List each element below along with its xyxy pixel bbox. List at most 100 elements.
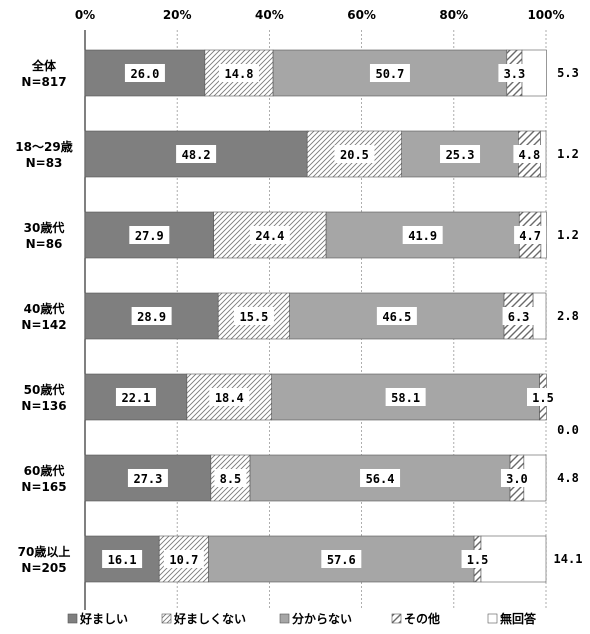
- category-label: 全体: [31, 58, 57, 73]
- category-labels: 全体 N=817 18～29歳 N=83 30歳代 N=86 40歳代 N=142 50歳代 N=…: [15, 58, 72, 575]
- data-label-box: [360, 469, 401, 487]
- data-label-box: [321, 550, 362, 568]
- data-label: 15.5: [240, 310, 269, 324]
- category-label: 50歳代: [24, 382, 65, 397]
- data-label-box: [129, 226, 170, 244]
- data-label-box: [440, 145, 481, 163]
- data-label-box: [102, 550, 143, 568]
- data-label-box: [461, 550, 494, 568]
- data-label-box: [115, 388, 156, 406]
- data-label-box: [334, 145, 375, 163]
- x-tick-label: 0%: [75, 8, 95, 22]
- data-label: 4.8: [519, 148, 541, 162]
- legend-swatch: [161, 613, 172, 624]
- data-label-box: [233, 307, 274, 325]
- data-label: 1.2: [557, 147, 579, 161]
- data-label: 3.3: [504, 67, 526, 81]
- data-label-box: [500, 469, 533, 487]
- category-n-label: N=205: [21, 561, 66, 575]
- data-label: 56.4: [366, 472, 395, 486]
- data-label: 46.5: [382, 310, 411, 324]
- data-label: 20.5: [340, 148, 369, 162]
- data-label-box: [124, 64, 165, 82]
- data-label: 6.3: [508, 310, 530, 324]
- data-label: 8.5: [220, 472, 242, 486]
- data-label: 24.4: [255, 229, 284, 243]
- data-labels: 26.0 14.8 50.7 3.3 5.3 48.2 20.5 25.3 4.8 1.2 27.9…: [102, 64, 582, 568]
- data-label-box: [176, 145, 217, 163]
- data-label: 22.1: [121, 391, 150, 405]
- data-label-box: [218, 64, 259, 82]
- legend-swatch: [67, 613, 78, 624]
- data-label: 28.9: [137, 310, 166, 324]
- data-label: 10.7: [169, 553, 198, 567]
- data-label-box: [502, 307, 535, 325]
- x-tick-label: 80%: [439, 8, 468, 22]
- category-n-label: N=817: [21, 75, 66, 89]
- x-axis-ticks: 0% 20% 40% 60% 80% 100%: [75, 8, 565, 22]
- data-label: 14.1: [554, 552, 583, 566]
- data-label: 1.5: [532, 391, 554, 405]
- data-label: 50.7: [375, 67, 404, 81]
- data-label: 41.9: [408, 229, 437, 243]
- data-label: 1.5: [467, 553, 489, 567]
- data-label-box: [498, 64, 531, 82]
- data-label: 16.1: [108, 553, 137, 567]
- data-label: 14.8: [225, 67, 254, 81]
- data-label: 18.4: [215, 391, 244, 405]
- data-label-box: [131, 307, 172, 325]
- category-n-label: N=165: [21, 480, 66, 494]
- category-n-label: N=136: [21, 399, 66, 413]
- data-label-box: [376, 307, 417, 325]
- data-label: 27.9: [135, 229, 164, 243]
- category-label: 60歳代: [24, 463, 65, 478]
- data-label: 57.6: [327, 553, 356, 567]
- legend-swatch: [391, 613, 402, 624]
- legend-label: 分からない: [292, 611, 352, 626]
- bars: [84, 49, 547, 583]
- data-label-box: [527, 388, 560, 406]
- data-label: 1.2: [557, 228, 579, 242]
- data-label: 26.0: [130, 67, 159, 81]
- data-label: 58.1: [391, 391, 420, 405]
- data-label-box: [402, 226, 443, 244]
- category-n-label: N=142: [21, 318, 66, 332]
- data-label: 0.0: [557, 423, 579, 437]
- category-n-label: N=83: [26, 156, 63, 170]
- data-label-box: [513, 145, 546, 163]
- legend-label: その他: [404, 611, 440, 626]
- data-label-box: [214, 469, 247, 487]
- data-label: 4.8: [557, 471, 579, 485]
- bar-segment: [532, 292, 547, 340]
- legend-swatch: [279, 613, 290, 624]
- x-tick-label: 40%: [255, 8, 284, 22]
- legend-label: 好ましくない: [173, 611, 246, 626]
- data-label-box: [163, 550, 204, 568]
- legend: 好ましい 好ましくない 分からない その他 無回答: [67, 611, 537, 626]
- data-label-box: [369, 64, 410, 82]
- category-label: 40歳代: [24, 301, 65, 316]
- x-tick-label: 60%: [347, 8, 376, 22]
- data-label: 48.2: [182, 148, 211, 162]
- data-label-box: [514, 226, 547, 244]
- data-label-box: [127, 469, 168, 487]
- category-label: 70歳以上: [18, 544, 71, 559]
- data-label: 3.0: [506, 472, 528, 486]
- legend-label: 好ましい: [79, 611, 128, 626]
- data-label-box: [249, 226, 290, 244]
- data-label-box: [385, 388, 426, 406]
- x-tick-label: 20%: [163, 8, 192, 22]
- legend-swatch: [487, 613, 498, 624]
- x-tick-label: 100%: [527, 8, 564, 22]
- data-label: 2.8: [557, 309, 579, 323]
- category-label: 30歳代: [24, 220, 65, 235]
- legend-label: 無回答: [500, 611, 537, 626]
- data-label: 4.7: [519, 229, 541, 243]
- data-label: 25.3: [446, 148, 475, 162]
- category-label: 18～29歳: [15, 139, 72, 154]
- category-n-label: N=86: [26, 237, 63, 251]
- data-label-box: [209, 388, 250, 406]
- data-label: 5.3: [557, 66, 579, 80]
- bar-segment: [217, 292, 290, 340]
